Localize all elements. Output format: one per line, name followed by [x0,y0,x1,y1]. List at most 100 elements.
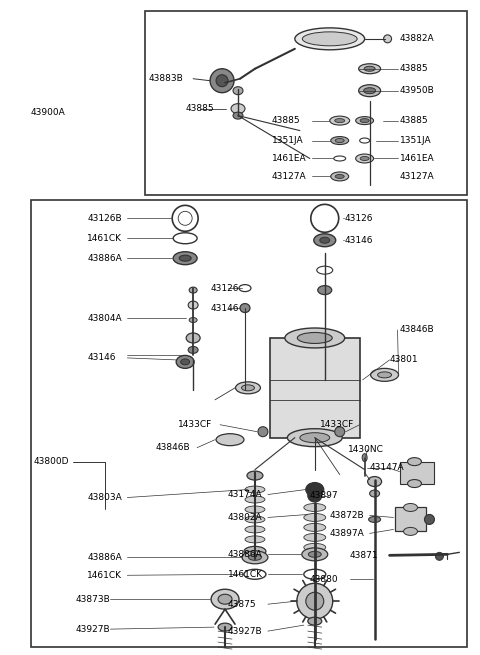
Ellipse shape [173,252,197,265]
Ellipse shape [302,548,328,561]
Bar [399,462,434,483]
Ellipse shape [408,466,420,477]
Text: 43900A: 43900A [31,108,65,117]
Circle shape [297,583,333,619]
Ellipse shape [360,157,369,160]
Text: 43146: 43146 [87,354,116,362]
Text: 43800D: 43800D [34,457,69,466]
Ellipse shape [362,454,367,462]
Ellipse shape [302,32,357,46]
Ellipse shape [245,506,265,513]
Text: 43927B: 43927B [228,627,263,635]
Ellipse shape [364,66,375,71]
Ellipse shape [378,372,392,378]
Bar [145,11,468,195]
Ellipse shape [404,527,418,535]
Ellipse shape [300,433,330,443]
Ellipse shape [371,368,398,381]
Text: 43126: 43126 [345,214,373,223]
Ellipse shape [369,516,381,523]
Ellipse shape [308,552,321,557]
Text: 43882A: 43882A [399,34,434,43]
Bar [270,338,360,438]
Text: 43127A: 43127A [399,172,434,181]
Ellipse shape [245,486,265,493]
Ellipse shape [364,88,376,94]
Ellipse shape [189,318,197,322]
Ellipse shape [176,356,194,368]
Text: 43802A: 43802A [228,513,263,522]
Text: 43873B: 43873B [75,595,110,604]
Ellipse shape [216,434,244,445]
Text: 43886A: 43886A [228,550,263,559]
Text: 43174A: 43174A [228,490,263,499]
Ellipse shape [368,477,382,487]
Ellipse shape [233,86,243,95]
Ellipse shape [318,286,332,295]
Ellipse shape [408,458,421,466]
Text: 1351JA: 1351JA [399,136,431,145]
Ellipse shape [218,594,232,604]
Text: 1461CK: 1461CK [87,234,122,243]
Circle shape [335,426,345,437]
Ellipse shape [245,536,265,543]
Circle shape [258,426,268,437]
Ellipse shape [241,385,254,391]
Ellipse shape [231,103,245,113]
Text: 1461CK: 1461CK [87,571,122,580]
Circle shape [424,514,434,525]
Ellipse shape [330,116,350,125]
Text: 43801: 43801 [390,356,418,364]
Ellipse shape [306,483,324,496]
Ellipse shape [314,234,336,247]
Ellipse shape [245,526,265,533]
Bar [395,508,426,531]
Ellipse shape [335,119,345,122]
Circle shape [216,75,228,86]
Ellipse shape [308,489,322,502]
Text: 43875: 43875 [228,600,257,608]
Ellipse shape [320,237,330,243]
Ellipse shape [308,617,322,625]
Text: 43846B: 43846B [155,443,190,452]
Ellipse shape [236,382,261,394]
Ellipse shape [370,490,380,497]
Text: 1461EA: 1461EA [272,154,307,163]
Text: 43885: 43885 [399,64,428,73]
Ellipse shape [180,359,190,365]
Ellipse shape [233,112,243,119]
Ellipse shape [211,590,239,609]
Circle shape [435,552,444,560]
Text: 1433CF: 1433CF [320,421,354,429]
Text: 43871: 43871 [350,551,378,560]
Circle shape [384,35,392,43]
Ellipse shape [244,546,266,556]
Ellipse shape [179,255,191,261]
Ellipse shape [242,551,268,564]
Text: 43886A: 43886A [87,253,122,263]
Ellipse shape [186,333,200,343]
Ellipse shape [304,504,326,512]
Ellipse shape [408,479,421,487]
Ellipse shape [188,346,198,354]
Text: 43886A: 43886A [87,553,122,562]
Ellipse shape [359,84,381,97]
Text: 1461EA: 1461EA [399,154,434,163]
Text: 43804A: 43804A [87,314,122,322]
Text: 1433CF: 1433CF [178,421,213,429]
Ellipse shape [356,117,373,124]
Text: 43897: 43897 [310,491,338,500]
Text: 43897A: 43897A [330,529,364,538]
Text: 43885: 43885 [185,104,214,113]
Ellipse shape [335,139,344,143]
Text: 43147A: 43147A [370,463,404,472]
Ellipse shape [356,154,373,163]
Text: 43950B: 43950B [399,86,434,95]
Ellipse shape [359,64,381,74]
Ellipse shape [297,333,332,343]
Ellipse shape [335,174,344,178]
Ellipse shape [218,623,232,631]
Text: 43885: 43885 [272,116,300,125]
Ellipse shape [331,172,348,181]
Ellipse shape [304,514,326,521]
